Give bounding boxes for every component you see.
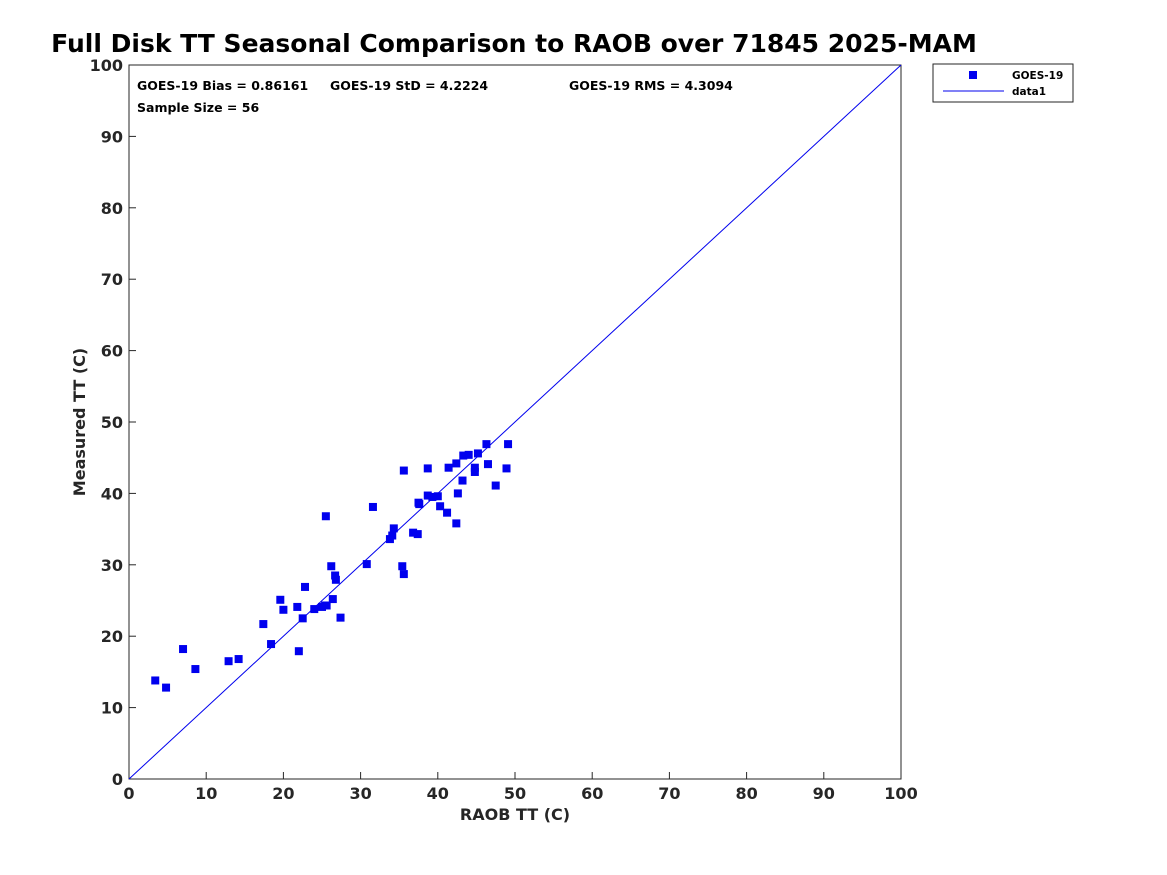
data-point <box>399 570 408 579</box>
data-point <box>444 463 453 472</box>
stat-std: GOES-19 StD = 4.2224 <box>330 78 488 93</box>
y-tick-label: 30 <box>101 556 123 575</box>
stat-bias: GOES-19 Bias = 0.86161 <box>137 78 308 93</box>
x-tick-label: 0 <box>123 784 134 803</box>
chart-title: Full Disk TT Seasonal Comparison to RAOB… <box>51 29 977 58</box>
x-axis-label: RAOB TT (C) <box>460 805 570 824</box>
stat-sample-size: Sample Size = 56 <box>137 100 259 115</box>
legend-label-goes19: GOES-19 <box>1012 70 1063 82</box>
data-point <box>293 602 302 611</box>
data-point <box>415 500 424 509</box>
data-point <box>443 508 452 517</box>
data-point <box>298 614 307 623</box>
y-tick-label: 80 <box>101 199 123 218</box>
data-point <box>301 582 310 591</box>
legend-marker-square <box>969 71 977 79</box>
x-tick-label: 20 <box>272 784 294 803</box>
y-tick-label: 20 <box>101 627 123 646</box>
data-point <box>331 575 340 584</box>
legend: GOES-19 data1 <box>932 63 1074 103</box>
data-point <box>267 640 276 649</box>
data-point <box>276 595 285 604</box>
data-point <box>458 476 467 485</box>
x-tick-label: 50 <box>504 784 526 803</box>
data-point <box>224 657 233 666</box>
data-point <box>473 449 482 458</box>
legend-label-data1: data1 <box>1012 86 1046 98</box>
y-axis-ticks: 0 10 20 30 40 50 60 70 80 90 100 <box>90 56 136 789</box>
series-layer <box>128 64 902 780</box>
x-tick-label: 70 <box>658 784 680 803</box>
x-tick-label: 80 <box>735 784 757 803</box>
y-tick-label: 0 <box>112 770 123 789</box>
y-axis-label: Measured TT (C) <box>70 348 89 496</box>
data-point <box>433 492 442 501</box>
data-point <box>398 562 407 571</box>
x-tick-label: 30 <box>349 784 371 803</box>
data-point <box>327 562 336 571</box>
data-point <box>470 467 479 476</box>
y-tick-label: 100 <box>90 56 123 75</box>
y-tick-label: 40 <box>101 484 123 503</box>
data-point <box>362 560 371 569</box>
data-point <box>436 502 445 511</box>
data-point <box>321 512 330 521</box>
data-point <box>294 647 303 656</box>
data-point <box>491 481 500 490</box>
y-tick-label: 90 <box>101 127 123 146</box>
data-point <box>279 605 288 614</box>
legend-box <box>932 63 1074 103</box>
y-tick-label: 50 <box>101 413 123 432</box>
stat-rms: GOES-19 RMS = 4.3094 <box>569 78 733 93</box>
y-tick-label: 70 <box>101 270 123 289</box>
data-point <box>399 466 408 475</box>
data-point <box>470 463 479 472</box>
y-tick-label: 60 <box>101 342 123 361</box>
data-point <box>179 645 188 654</box>
data-point <box>328 595 337 604</box>
data-point <box>409 528 418 537</box>
x-tick-label: 100 <box>884 784 917 803</box>
data-point <box>234 655 243 664</box>
data-point <box>423 464 432 473</box>
x-tick-label: 10 <box>195 784 217 803</box>
data-point <box>310 605 319 614</box>
data-point <box>459 451 468 460</box>
x-tick-label: 90 <box>813 784 835 803</box>
data-point <box>453 489 462 498</box>
data-point <box>452 519 461 528</box>
x-axis-ticks: 0 10 20 30 40 50 60 70 80 90 100 <box>123 772 918 803</box>
data-point <box>483 460 492 469</box>
data-point <box>191 665 200 674</box>
data-point <box>331 571 340 580</box>
data-point <box>452 459 461 468</box>
y-tick-label: 10 <box>101 699 123 718</box>
data-point <box>336 613 345 622</box>
data-point <box>504 440 513 449</box>
data-point <box>389 524 398 533</box>
data-point <box>368 502 377 511</box>
data-point <box>502 464 511 473</box>
x-tick-label: 40 <box>427 784 449 803</box>
data-point <box>482 440 491 449</box>
reference-line-data1 <box>128 64 902 780</box>
data-point <box>151 676 160 685</box>
data-point <box>428 492 437 501</box>
data-point <box>423 491 432 500</box>
data-point <box>413 530 422 539</box>
x-tick-label: 60 <box>581 784 603 803</box>
data-point <box>259 620 268 629</box>
data-point <box>322 601 331 610</box>
data-point <box>464 450 473 459</box>
data-point <box>162 683 171 692</box>
data-point <box>388 531 397 540</box>
